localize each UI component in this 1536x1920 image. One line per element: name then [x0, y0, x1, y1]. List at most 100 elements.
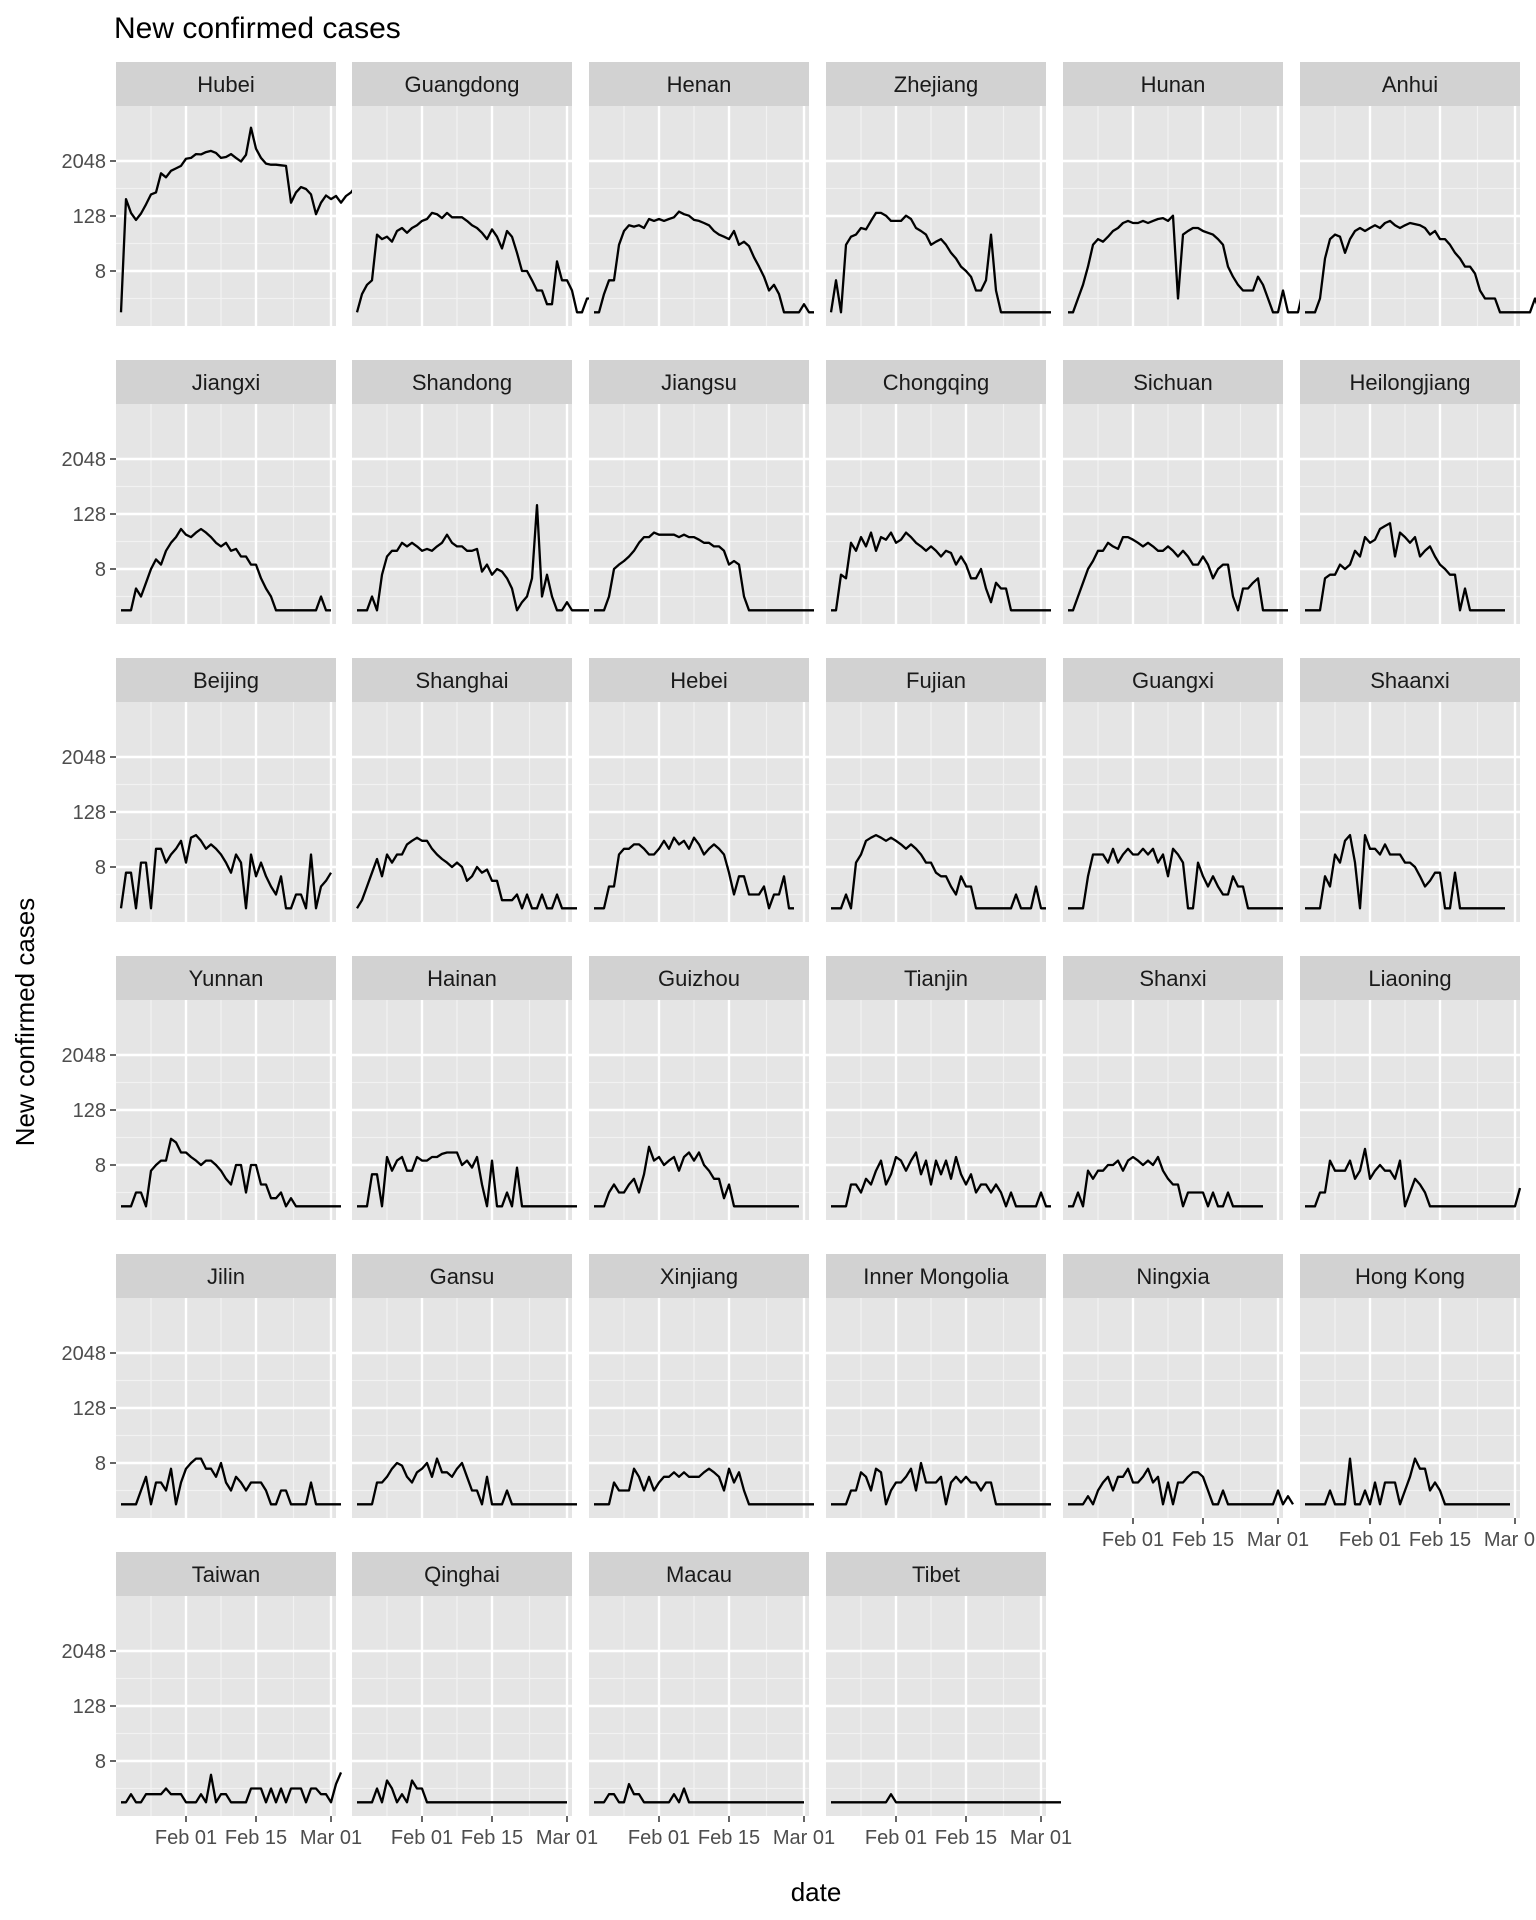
strip-label-shandong: Shandong [412, 370, 512, 395]
strip-beijing [116, 658, 336, 702]
strip-henan [589, 62, 809, 106]
panel-shanghai: Shanghai [352, 658, 577, 922]
x-tick-label: Feb 15 [461, 1827, 523, 1849]
panel-henan: Henan [589, 62, 814, 326]
x-tick-label: Mar 01 [1484, 1529, 1536, 1551]
strip-shaanxi [1300, 658, 1520, 702]
strip-shanxi [1063, 956, 1283, 1000]
strip-label-inner-mongolia: Inner Mongolia [863, 1264, 1009, 1289]
series-line-tianjin [831, 1151, 1051, 1208]
strip-label-yunnan: Yunnan [189, 966, 264, 991]
panel-guangxi: Guangxi [1063, 658, 1283, 922]
series-line-qinghai [357, 1779, 567, 1804]
strip-hong-kong [1300, 1254, 1520, 1298]
strip-macau [589, 1552, 809, 1596]
series-line-liaoning [1305, 1147, 1522, 1208]
series-line-hubei [119, 126, 357, 313]
strip-guangdong [352, 62, 572, 106]
y-tick-label: 2048 [62, 1343, 107, 1365]
series-line-anhui [1305, 219, 1536, 314]
panel-tianjin: Tianjin [826, 956, 1051, 1220]
panel-hubei: Hubei [116, 62, 357, 326]
x-tick-label: Mar 01 [1010, 1827, 1072, 1849]
y-tick-label: 128 [73, 802, 106, 824]
strip-inner-mongolia [826, 1254, 1046, 1298]
strip-label-chongqing: Chongqing [883, 370, 989, 395]
panel-shanxi: Shanxi [1063, 956, 1283, 1220]
series-line-beijing [119, 833, 332, 910]
series-line-chongqing [831, 531, 1051, 612]
y-tick-label: 8 [95, 857, 106, 879]
panels-grid: Hubei Guangdong Henan Zhejiang Hunan Anhui Jia… [116, 62, 1536, 1816]
series-line-fujian [831, 833, 1046, 910]
x-tick-label: Feb 15 [935, 1827, 997, 1849]
strip-liaoning [1300, 956, 1520, 1000]
y-tick-label: 8 [95, 261, 106, 283]
strip-jilin [116, 1254, 336, 1298]
strip-label-tianjin: Tianjin [904, 966, 968, 991]
x-tick-label: Feb 01 [391, 1827, 453, 1849]
y-tick-label: 8 [95, 1751, 106, 1773]
series-line-guangxi [1068, 847, 1283, 910]
y-axes: 8 128 2048 8 128 2048 8 128 2048 8 128 2048 8 128 2048… [62, 151, 116, 1773]
series-line-shandong [357, 503, 592, 612]
strip-label-heilongjiang: Heilongjiang [1349, 370, 1470, 395]
x-tick-label: Mar 01 [773, 1827, 835, 1849]
series-line-shaanxi [1305, 833, 1505, 910]
series-line-guangdong [355, 211, 599, 314]
strip-hainan [352, 956, 572, 1000]
series-line-sichuan [1068, 535, 1288, 612]
y-tick-label: 128 [73, 1398, 106, 1420]
x-axes: Feb 01 Feb 15 Mar 01 Feb 01 Feb 15 Mar 01 Feb … [155, 1518, 1536, 1849]
panel-shandong: Shandong [352, 360, 592, 624]
panel-shaanxi: Shaanxi [1300, 658, 1520, 922]
strip-label-hebei: Hebei [670, 668, 727, 693]
panel-qinghai: Qinghai [352, 1552, 572, 1816]
series-line-zhejiang [829, 211, 1051, 314]
strip-heilongjiang [1300, 360, 1520, 404]
strip-guizhou [589, 956, 809, 1000]
y-tick-label: 2048 [62, 151, 107, 173]
chart-title: New confirmed cases [114, 12, 401, 45]
strip-fujian [826, 658, 1046, 702]
y-tick-label: 2048 [62, 449, 107, 471]
strip-label-xinjiang: Xinjiang [660, 1264, 738, 1289]
strip-label-fujian: Fujian [906, 668, 966, 693]
strip-label-henan: Henan [667, 72, 732, 97]
x-tick-label: Feb 01 [1339, 1529, 1401, 1551]
y-tick-label: 8 [95, 559, 106, 581]
y-tick-label: 128 [73, 1100, 106, 1122]
strip-label-guangxi: Guangxi [1132, 668, 1214, 693]
panel-guangdong: Guangdong [352, 62, 599, 326]
strip-guangxi [1063, 658, 1283, 702]
panel-sichuan: Sichuan [1063, 360, 1288, 624]
strip-label-jiangxi: Jiangxi [192, 370, 260, 395]
strip-label-liaoning: Liaoning [1368, 966, 1451, 991]
strip-chongqing [826, 360, 1046, 404]
y-tick-label: 8 [95, 1453, 106, 1475]
strip-label-tibet: Tibet [912, 1562, 960, 1587]
panel-beijing: Beijing [116, 658, 336, 922]
strip-label-hainan: Hainan [427, 966, 497, 991]
panel-tibet: Tibet [826, 1552, 1061, 1816]
y-tick-label: 2048 [62, 747, 107, 769]
y-tick-label: 128 [73, 504, 106, 526]
strip-hubei [116, 62, 336, 106]
strip-zhejiang [826, 62, 1046, 106]
strip-label-taiwan: Taiwan [192, 1562, 260, 1587]
panel-hong-kong: Hong Kong [1300, 1254, 1520, 1518]
series-line-henan [594, 210, 814, 314]
series-line-shanxi [1068, 1155, 1263, 1208]
series-line-heilongjiang [1305, 522, 1505, 612]
y-tick-label: 128 [73, 206, 106, 228]
panel-hainan: Hainan [352, 956, 577, 1220]
strip-label-gansu: Gansu [430, 1264, 495, 1289]
strip-sichuan [1063, 360, 1283, 404]
panel-chongqing: Chongqing [826, 360, 1051, 624]
y-tick-label: 2048 [62, 1641, 107, 1663]
strip-gansu [352, 1254, 572, 1298]
strip-label-anhui: Anhui [1382, 72, 1438, 97]
strip-label-shanghai: Shanghai [416, 668, 509, 693]
strip-label-sichuan: Sichuan [1133, 370, 1213, 395]
